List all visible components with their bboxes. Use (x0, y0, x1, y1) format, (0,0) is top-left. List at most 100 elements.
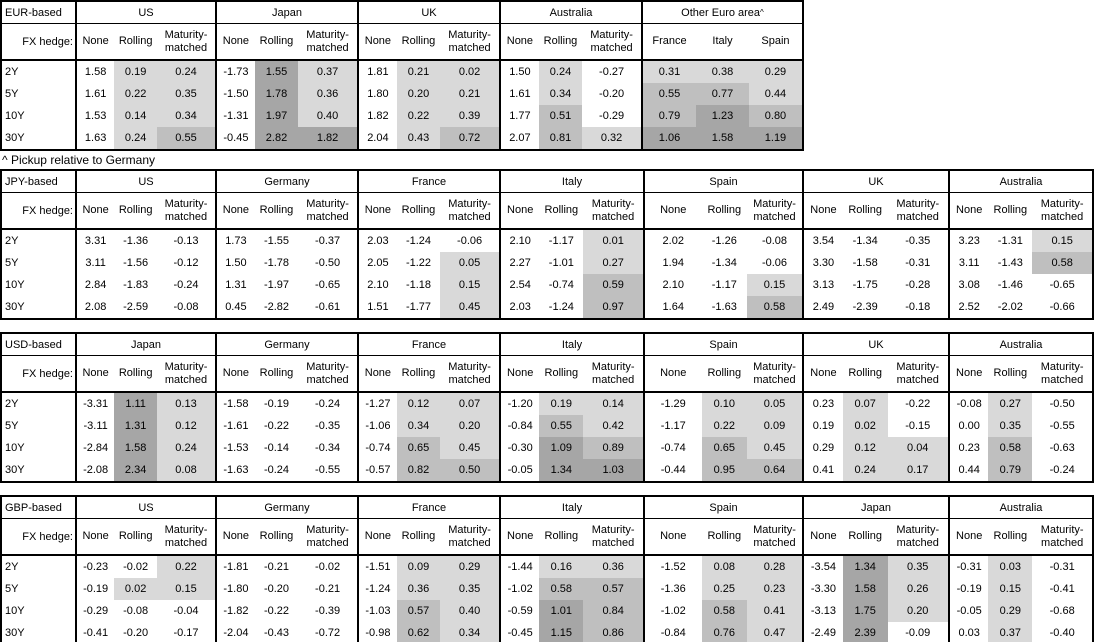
value-cell: 0.35 (440, 578, 499, 600)
value-cell: 0.05 (747, 393, 802, 415)
value-cell: 0.31 (643, 61, 696, 83)
table-row: -1.20 0.19 0.14 (501, 393, 643, 415)
row-label: 30Y (5, 627, 25, 639)
column-header-maturity-matched: Maturity-matched (164, 524, 208, 549)
value-cell: 1.81 (367, 66, 389, 78)
table-row: -0.19 0.02 0.15 (77, 578, 215, 600)
column-header-maturity-matched: Maturity-matched (306, 361, 349, 386)
value-cell: -1.81 (223, 561, 249, 573)
group-header: Japan (804, 497, 948, 519)
value-cell: 0.23 (747, 578, 802, 600)
column-header-rolling: Rolling (401, 35, 436, 48)
table-row: 1.64 -1.63 0.58 (645, 296, 802, 318)
value-cell: 0.25 (701, 578, 748, 600)
value-cell: 0.79 (643, 105, 696, 127)
value-cell: 0.95 (701, 459, 748, 481)
value-cell: -1.36 (123, 235, 149, 247)
value-cell: -3.13 (810, 605, 836, 617)
value-cell: -0.57 (365, 464, 391, 476)
column-header-maturity-matched: Maturity-matched (1040, 524, 1084, 549)
value-cell: -1.75 (852, 279, 878, 291)
column-header-row: None Rolling Maturity-matched (804, 356, 948, 393)
value-cell: -1.17 (660, 420, 686, 432)
table-row: -1.50 1.78 0.36 (217, 83, 357, 105)
value-cell: -0.55 (1049, 420, 1075, 432)
value-cell: 0.37 (298, 61, 357, 83)
value-cell: 3.31 (84, 235, 107, 247)
table-row: 1.77 0.51 -0.29 (501, 105, 641, 127)
column-header-row: None Rolling Maturity-matched (217, 193, 357, 230)
value-cell: 0.44 (958, 464, 980, 476)
column-header-none: None (82, 530, 109, 543)
column-header-rolling: Rolling (848, 367, 882, 380)
value-cell: -1.17 (711, 279, 737, 291)
table-row: 2.08 -2.59 -0.08 (77, 296, 215, 318)
value-cell: 0.42 (583, 415, 643, 437)
row-label: 10Y (5, 605, 25, 617)
value-cell: -1.36 (660, 583, 686, 595)
column-header-maturity-matched: Maturity-matched (591, 198, 635, 223)
column-header-maturity-matched: Maturity-matched (1040, 361, 1084, 386)
column-header-row: None Rolling Maturity-matched (217, 519, 357, 556)
value-cell: -0.22 (905, 398, 931, 410)
value-cell: -0.24 (173, 279, 199, 291)
value-cell: 0.22 (396, 105, 441, 127)
value-cell: 0.32 (582, 127, 641, 149)
table-row: -0.45 2.82 1.82 (217, 127, 357, 149)
value-cell: 0.24 (157, 61, 215, 83)
value-cell: 0.03 (958, 627, 980, 639)
jpy-based-table: JPY-based FX hedge: 2Y 5Y 10Y 30Y US None Rollin… (0, 169, 1094, 320)
group-italy: Italy None Rolling Maturity-matched 2.10 -1.1… (500, 170, 644, 319)
value-cell: -0.37 (315, 235, 341, 247)
table-row: -0.30 1.09 0.89 (501, 437, 643, 459)
group-header: US (77, 171, 215, 193)
value-cell: 2.08 (84, 301, 107, 313)
value-cell: 1.31 (225, 279, 247, 291)
group-other-euro-area: Other Euro area ^ France Italy Spain 0.31 0.38… (642, 1, 803, 150)
table-row: -2.49 2.39 -0.09 (804, 622, 948, 642)
value-cell: -0.45 (507, 627, 533, 639)
value-cell: 0.39 (440, 105, 499, 127)
value-cell: 0.15 (157, 578, 215, 600)
table-row: -2.84 1.58 0.24 (77, 437, 215, 459)
table-base-label: USD-based (2, 334, 75, 356)
group-uk: UK None Rolling Maturity-matched 1.81 0.21 0.0… (358, 1, 500, 150)
value-cell: -3.30 (810, 583, 836, 595)
value-cell: 0.51 (538, 105, 583, 127)
column-header-france: France (652, 35, 687, 48)
row-label: 2Y (5, 398, 19, 410)
row-label: 30Y (5, 301, 25, 313)
value-cell: 0.15 (747, 274, 802, 296)
table-row: -3.31 1.11 0.13 (77, 393, 215, 415)
table-row: -1.24 0.36 0.35 (359, 578, 499, 600)
row-label: 5Y (5, 88, 19, 100)
group-japan: Japan None Rolling Maturity-matched -1.73 1.5… (216, 1, 358, 150)
value-cell: -1.24 (365, 583, 391, 595)
value-cell: -0.29 (83, 605, 109, 617)
value-cell: 1.50 (225, 257, 247, 269)
value-cell: -0.63 (1049, 442, 1075, 454)
value-cell: 0.09 (396, 556, 441, 578)
value-cell: -0.18 (905, 301, 931, 313)
value-cell: -1.03 (365, 605, 391, 617)
value-cell: 2.10 (662, 279, 684, 291)
value-cell: 0.77 (696, 83, 749, 105)
value-cell: -0.17 (173, 627, 199, 639)
value-cell: 0.02 (440, 61, 499, 83)
column-header-row: None Rolling Maturity-matched (950, 193, 1092, 230)
value-cell: -0.19 (956, 583, 982, 595)
table-row: 1.51 -1.77 0.45 (359, 296, 499, 318)
value-cell: -0.12 (173, 257, 199, 269)
column-header-rolling: Rolling (118, 367, 153, 380)
value-cell: 1.97 (254, 105, 299, 127)
group-japan: Japan None Rolling Maturity-matched -3.31 1.1… (76, 333, 216, 482)
value-cell: 0.00 (958, 420, 980, 432)
value-cell: -0.21 (263, 561, 290, 573)
fx-hedge-label: FX hedge: (2, 193, 75, 230)
table-row: 2.03 -1.24 0.97 (501, 296, 643, 318)
table-row: -0.05 1.34 1.03 (501, 459, 643, 481)
value-cell: 0.36 (396, 578, 441, 600)
value-cell: -0.41 (1049, 583, 1075, 595)
value-cell: 2.82 (254, 127, 299, 149)
